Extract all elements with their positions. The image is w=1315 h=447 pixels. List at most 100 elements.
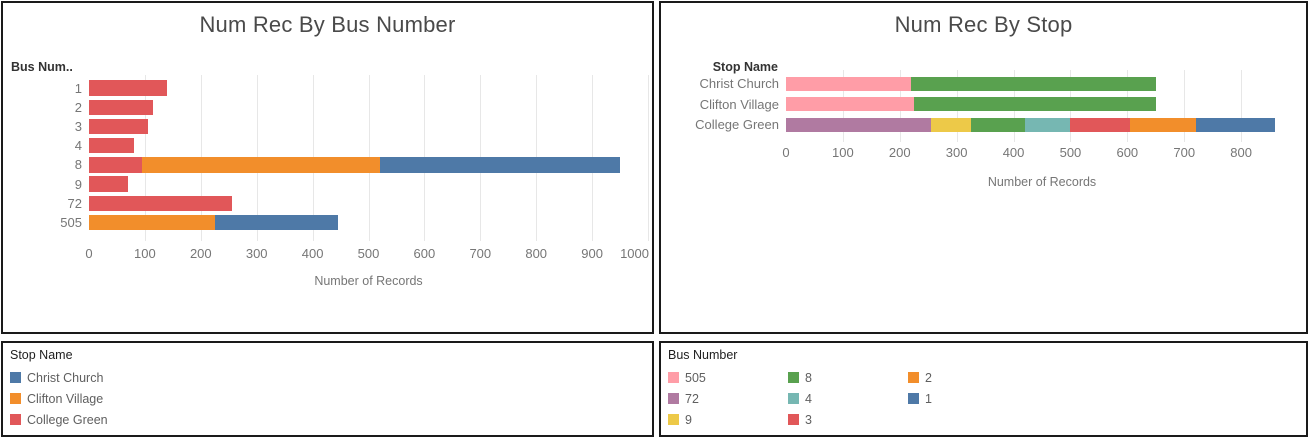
bar-segment-8[interactable] <box>914 97 1156 112</box>
legend-swatch <box>668 372 679 383</box>
axis-tick-label: 200 <box>888 145 911 160</box>
legend-item-label: Christ Church <box>27 370 104 385</box>
bar-segment-college-green[interactable] <box>89 195 232 212</box>
chart-title-stop: Num Rec By Stop <box>894 12 1073 37</box>
bar-segment-9[interactable] <box>931 117 971 132</box>
category-label: 1 <box>74 80 82 96</box>
legend-swatch <box>10 414 21 425</box>
gridline <box>648 75 649 241</box>
category-label: 505 <box>60 214 82 230</box>
axis-tick-label: 100 <box>832 145 854 160</box>
bar-row: 3 <box>3 117 652 136</box>
legend-items-bus-number: 505 72 9 8 4 3 2 1 <box>668 367 1028 430</box>
bar-track <box>89 176 648 192</box>
bar-segment-clifton-village[interactable] <box>89 214 215 231</box>
legend-item-2[interactable]: 2 <box>908 367 1028 388</box>
axis-tick-label: 300 <box>945 145 968 160</box>
chart-panel-bus-number: Num Rec By Bus Number Bus Num.. 1 2 3 4 8 9 72… <box>1 1 654 334</box>
category-label: 4 <box>74 138 82 154</box>
bar-segment-college-green[interactable] <box>89 176 129 192</box>
legend-item-label: 72 <box>685 391 699 406</box>
bar-segment-college-green[interactable] <box>89 157 143 173</box>
bar-segment-505[interactable] <box>786 97 914 112</box>
axis-tick-label: 500 <box>1059 145 1082 160</box>
axis-tick-label: 600 <box>1116 145 1139 160</box>
legend-item-8[interactable]: 8 <box>788 367 908 388</box>
bar-track <box>786 117 1298 132</box>
bar-segment-3[interactable] <box>1070 117 1131 132</box>
bar-row: Christ Church <box>661 74 1306 95</box>
axis-tick-label: 400 <box>301 246 324 261</box>
x-axis-title-bus-number: Number of Records <box>314 274 423 288</box>
bar-track <box>786 97 1298 112</box>
category-label: 3 <box>74 118 82 134</box>
bar-segment-college-green[interactable] <box>89 80 168 96</box>
bar-segment-clifton-village[interactable] <box>142 157 380 173</box>
row-header-bus-number: Bus Num.. <box>11 60 73 74</box>
legend-item-4[interactable]: 4 <box>788 388 908 409</box>
bar-row: 505 <box>3 213 652 232</box>
bar-row: 72 <box>3 194 652 213</box>
legend-title-stop-name: Stop Name <box>10 348 73 362</box>
legend-panel-bus-number: Bus Number 505 72 9 8 4 3 2 1 <box>659 341 1308 437</box>
gridline <box>1184 70 1186 142</box>
bar-segment-christ-church[interactable] <box>214 214 338 231</box>
plot-bus-number: 1 2 3 4 8 9 72 505 0 100 200 300 400 500 600 700 800 900 1… <box>3 3 652 332</box>
legend-swatch <box>10 372 21 383</box>
bar-row: 8 <box>3 155 652 174</box>
legend-item-label: Clifton Village <box>27 391 104 406</box>
legend-item-9[interactable]: 9 <box>668 409 788 430</box>
axis-tick-label: 800 <box>525 246 548 261</box>
bar-row: 1 <box>3 79 652 98</box>
bar-segment-8[interactable] <box>911 76 1156 91</box>
legend-item-72[interactable]: 72 <box>668 388 788 409</box>
bar-segment-college-green[interactable] <box>89 137 134 154</box>
bar-segment-2[interactable] <box>1130 117 1196 132</box>
legend-item-christ-church[interactable]: Christ Church <box>10 367 130 388</box>
bar-segment-college-green[interactable] <box>89 118 148 135</box>
bar-segment-505[interactable] <box>786 76 912 91</box>
bar-segment-8[interactable] <box>970 117 1025 132</box>
legend-item-college-green[interactable]: College Green <box>10 409 130 430</box>
legend-swatch <box>10 393 21 404</box>
legend-item-label: 505 <box>685 370 706 385</box>
category-label: 8 <box>74 157 82 173</box>
bar-track <box>786 76 1298 91</box>
axis-tick-label: 1000 <box>620 246 649 261</box>
legend-item-505[interactable]: 505 <box>668 367 788 388</box>
axis-tick-label: 400 <box>1002 145 1025 160</box>
legend-item-label: 1 <box>925 391 932 406</box>
legend-swatch <box>788 414 799 425</box>
bar-row: 9 <box>3 175 652 194</box>
bar-segment-college-green[interactable] <box>89 99 154 116</box>
bar-segment-72[interactable] <box>786 117 932 132</box>
axis-tick-label: 900 <box>581 246 603 261</box>
category-label: 2 <box>74 99 82 115</box>
legend-item-1[interactable]: 1 <box>908 388 1028 409</box>
x-axis-title-stop: Number of Records <box>987 175 1097 189</box>
legend-items-stop-name: Christ Church Clifton Village College Gree… <box>10 367 130 430</box>
axis-tick-label: 600 <box>413 246 436 261</box>
legend-item-label: 9 <box>685 412 692 427</box>
chart-panel-stop: Num Rec By Stop Stop Name Christ Church C… <box>659 1 1308 334</box>
bar-segment-1[interactable] <box>1195 117 1276 132</box>
bar-track <box>89 195 648 212</box>
chart-title-bus-number: Num Rec By Bus Number <box>199 12 456 37</box>
bar-track <box>89 80 648 96</box>
legend-item-3[interactable]: 3 <box>788 409 908 430</box>
bar-segment-christ-church[interactable] <box>379 157 621 173</box>
axis-tick-label: 200 <box>189 246 212 261</box>
bar-segment-4[interactable] <box>1024 117 1071 132</box>
legend-swatch <box>908 372 919 383</box>
axis-tick-label: 0 <box>782 145 790 160</box>
row-header-stop: Stop Name <box>712 60 778 74</box>
axis-tick-label: 800 <box>1230 145 1252 160</box>
bar-row: 2 <box>3 98 652 117</box>
legend-item-clifton-village[interactable]: Clifton Village <box>10 388 130 409</box>
bar-row: College Green <box>661 115 1306 136</box>
legend-item-label: College Green <box>27 412 108 427</box>
bar-row: 4 <box>3 136 652 155</box>
axis-tick-label: 300 <box>245 246 268 261</box>
category-label: 72 <box>67 195 82 211</box>
legend-swatch <box>668 414 679 425</box>
